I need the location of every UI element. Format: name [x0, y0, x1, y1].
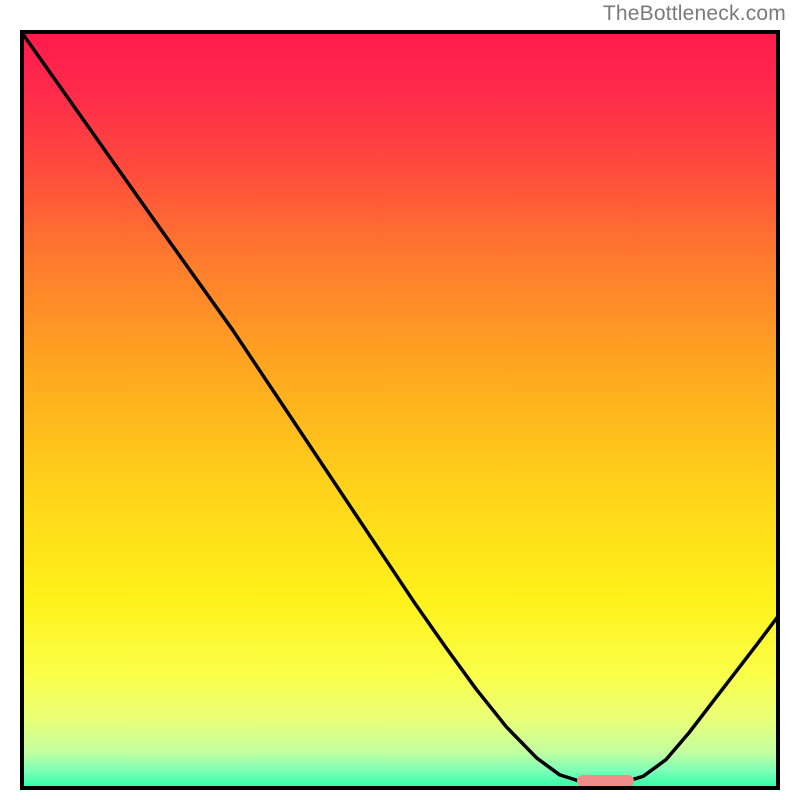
attribution-text: TheBottleneck.com: [603, 2, 786, 26]
bottleneck-curve: [20, 30, 780, 790]
plot-area: [20, 30, 780, 790]
optimum-marker: [577, 775, 634, 787]
chart-container: TheBottleneck.com: [0, 0, 800, 800]
